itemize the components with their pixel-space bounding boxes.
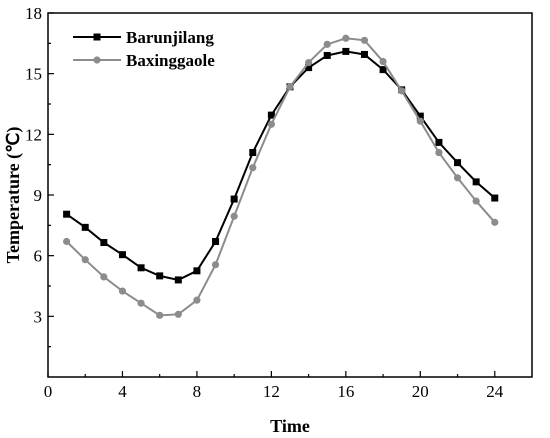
data-point	[472, 197, 480, 205]
y-tick-label: 18	[25, 4, 42, 23]
y-tick-label: 3	[34, 307, 43, 326]
legend-marker	[93, 56, 101, 64]
axis-ticks: 0 4 8 12 16 20 24 3 6 9 12 15 18	[25, 4, 504, 401]
data-point	[416, 112, 424, 120]
y-tick-label: 12	[25, 125, 42, 144]
data-point	[63, 237, 71, 246]
y-tick-label: 6	[34, 247, 43, 266]
x-tick-label: 0	[44, 382, 53, 401]
data-point	[81, 256, 89, 264]
data-point	[230, 195, 238, 203]
data-point	[416, 117, 424, 125]
data-point	[267, 111, 275, 119]
legend-label: Baxinggaole	[126, 51, 215, 70]
data-point	[267, 120, 275, 128]
data-point	[360, 36, 369, 44]
series-line-1	[66, 50, 496, 281]
data-point	[156, 272, 164, 280]
data-point	[360, 50, 368, 58]
data-point	[81, 223, 89, 231]
x-tick-label: 24	[486, 382, 504, 401]
data-point	[491, 194, 499, 202]
data-point	[323, 40, 331, 48]
data-point	[342, 47, 350, 55]
data-point	[472, 178, 480, 186]
data-point	[118, 251, 126, 259]
x-axis-title: Time	[270, 416, 310, 436]
data-point	[230, 212, 238, 220]
data-point	[453, 174, 462, 182]
data-point	[398, 87, 406, 95]
data-point	[174, 276, 182, 284]
data-point	[211, 261, 220, 269]
x-tick-label: 4	[118, 382, 127, 401]
data-point	[156, 311, 164, 319]
y-axis-title: Temperature (℃)	[3, 127, 24, 264]
plot-frame	[47, 12, 533, 378]
x-tick-label: 20	[412, 382, 429, 401]
data-point	[435, 148, 443, 157]
data-point	[249, 164, 257, 172]
legend-label: Barunjilang	[126, 28, 214, 47]
data-point	[100, 239, 108, 247]
data-point	[63, 210, 71, 218]
data-point	[193, 267, 201, 275]
x-tick-label: 12	[263, 382, 280, 401]
data-point	[342, 34, 350, 42]
data-point	[286, 83, 294, 91]
data-point	[193, 296, 201, 304]
data-point	[249, 149, 257, 157]
data-point	[435, 138, 443, 146]
series-layer	[63, 34, 499, 319]
data-point	[100, 273, 108, 281]
data-point	[305, 58, 313, 67]
data-point	[118, 287, 127, 295]
data-point	[379, 57, 387, 66]
data-point	[212, 238, 220, 246]
data-point	[454, 159, 462, 167]
y-tick-label: 15	[25, 65, 42, 84]
legend: Barunjilang Baxinggaole	[73, 28, 215, 70]
data-point	[137, 299, 145, 307]
x-tick-label: 8	[193, 382, 202, 401]
y-tick-label: 9	[34, 186, 43, 205]
series-line-2	[65, 37, 496, 317]
x-tick-label: 16	[337, 382, 354, 401]
legend-marker	[93, 33, 101, 41]
data-point	[137, 264, 145, 272]
data-point	[323, 51, 331, 59]
data-point	[491, 218, 499, 226]
data-point	[305, 64, 313, 72]
data-point	[379, 66, 387, 74]
data-point	[174, 310, 182, 318]
